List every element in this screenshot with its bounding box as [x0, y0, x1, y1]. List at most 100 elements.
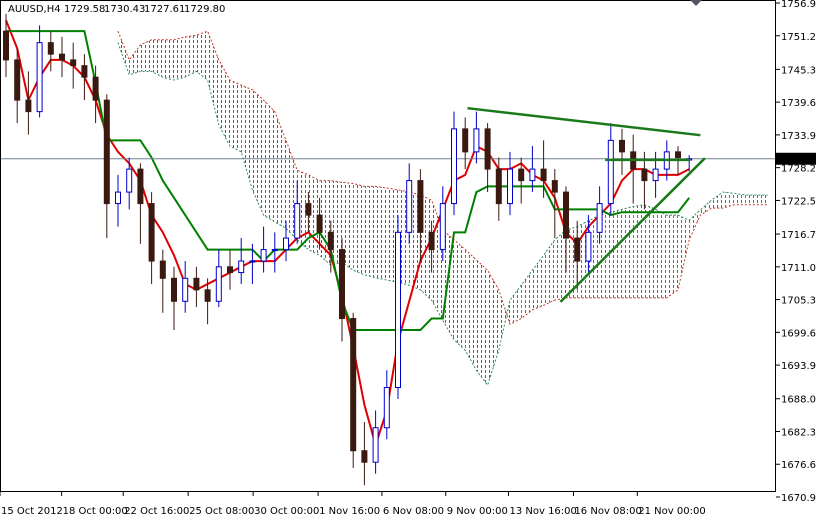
- plot-frame: [0, 0, 776, 492]
- candle: [406, 163, 413, 244]
- cloud-segment: [476, 259, 488, 386]
- candle-body: [14, 59, 21, 101]
- candle: [563, 186, 569, 273]
- candle: [518, 157, 525, 204]
- candle: [350, 312, 357, 468]
- cloud-segment: [454, 239, 466, 351]
- cloud-segment: [521, 270, 533, 319]
- candle: [395, 215, 401, 400]
- y-tick-label: 1728.25: [781, 164, 816, 175]
- x-tick-label: 1 Nov 16:00: [319, 506, 380, 517]
- candle: [283, 220, 289, 262]
- cloud-segment: [162, 39, 174, 81]
- x-tick-label: 6 Nov 08:00: [383, 506, 444, 517]
- x-tick-label: 30 Oct 00:00: [254, 506, 319, 517]
- y-tick-label: 1733.95: [781, 131, 816, 142]
- candle-body: [596, 203, 603, 233]
- candle: [14, 48, 21, 124]
- current-price-label: 1729.80: [779, 155, 816, 166]
- candle-body: [182, 277, 189, 302]
- cloud-segment: [543, 239, 555, 306]
- candle: [115, 174, 121, 227]
- symbol-label: AUUSD,H4: [8, 4, 61, 15]
- candle-body: [473, 128, 480, 153]
- candle-body: [36, 42, 43, 113]
- candle-body: [607, 139, 614, 205]
- candle: [574, 220, 581, 290]
- scroll-marker-icon[interactable]: [690, 0, 702, 6]
- candle: [462, 117, 469, 170]
- candle-body: [316, 214, 323, 233]
- candle-body: [451, 128, 457, 205]
- candle: [193, 266, 200, 308]
- cloud-segment: [689, 209, 701, 240]
- chart-header: AUUSD,H4 1729.58 1730.43 1727.61 1729.80: [8, 4, 225, 15]
- trendline[interactable]: [467, 106, 701, 137]
- candle-body: [171, 277, 177, 302]
- candle-body: [103, 99, 110, 205]
- candle-body: [215, 266, 222, 302]
- candle-body: [395, 231, 401, 389]
- candle-body: [305, 203, 312, 216]
- candle: [271, 232, 278, 273]
- cloud-segment: [241, 85, 253, 190]
- candle: [182, 261, 189, 313]
- candle-body: [47, 42, 54, 55]
- price-axis[interactable]: 1756.90 1751.20 1745.35 1739.65 1733.95 1728.…: [776, 0, 816, 504]
- trendline[interactable]: [559, 157, 706, 303]
- candle-body: [585, 231, 592, 262]
- candle-body: [518, 168, 525, 182]
- cloud-segment: [745, 194, 757, 205]
- candle: [383, 370, 390, 440]
- x-tick-label: 18 Oct 00:00: [63, 506, 128, 517]
- cloud-segment: [252, 89, 264, 216]
- candle-body: [159, 260, 166, 279]
- candle-body: [92, 76, 99, 101]
- candle-body: [350, 318, 357, 452]
- x-tick-label: 9 Nov 00:00: [447, 506, 508, 517]
- cloud-segment: [487, 270, 499, 386]
- candle-body: [238, 260, 245, 274]
- kijun-line: [6, 30, 690, 332]
- candle-body: [406, 180, 413, 233]
- candle-body: [193, 277, 200, 291]
- candle: [495, 157, 502, 221]
- candle-body: [70, 59, 77, 67]
- y-tick-label: 1711.00: [781, 263, 816, 274]
- candle-body: [383, 387, 390, 429]
- candle: [439, 186, 446, 262]
- cloud-segment: [734, 193, 746, 205]
- candle: [159, 249, 166, 313]
- candle: [92, 65, 99, 124]
- candle-body: [417, 180, 424, 233]
- trendlines[interactable]: [467, 106, 706, 303]
- x-tick-label: 16 Nov 08:00: [574, 506, 641, 517]
- senkou-span-b-line: [117, 30, 768, 325]
- y-tick-label: 1682.35: [781, 427, 816, 438]
- candle-body: [260, 249, 267, 262]
- y-tick-label: 1745.35: [781, 65, 816, 76]
- x-tick-label: 15 Oct 2012: [1, 506, 63, 517]
- cloud-segment: [342, 182, 354, 271]
- cloud-segment: [610, 209, 622, 298]
- candle: [428, 220, 435, 273]
- candle-body: [115, 191, 121, 205]
- candle: [238, 238, 245, 285]
- candle: [204, 278, 211, 325]
- y-tick-label: 1722.55: [781, 196, 816, 207]
- cloud-segment: [644, 204, 656, 298]
- candle: [70, 42, 77, 89]
- candle-body: [3, 30, 9, 61]
- y-tick-label: 1756.90: [781, 0, 816, 10]
- cloud-segment: [711, 192, 723, 209]
- y-tick-label: 1751.20: [781, 32, 816, 43]
- candle: [473, 111, 480, 164]
- candle-body: [462, 128, 469, 153]
- candle: [36, 25, 43, 118]
- candle: [148, 192, 155, 285]
- y-tick-label: 1739.65: [781, 98, 816, 109]
- cloud-segment: [465, 249, 477, 371]
- cloud-segment: [666, 215, 678, 298]
